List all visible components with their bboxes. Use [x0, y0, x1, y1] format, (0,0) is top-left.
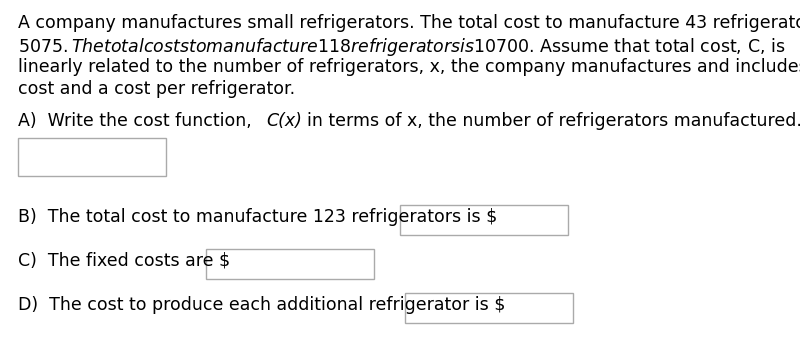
Text: $5075.  The total costs to manufacture 118 refrigerators is $10700. Assume that : $5075. The total costs to manufacture 11… [18, 36, 786, 58]
Text: A company manufactures small refrigerators. The total cost to manufacture 43 ref: A company manufactures small refrigerato… [18, 14, 800, 32]
Text: B)  The total cost to manufacture 123 refrigerators is $: B) The total cost to manufacture 123 ref… [18, 208, 498, 226]
Text: cost and a cost per refrigerator.: cost and a cost per refrigerator. [18, 80, 295, 98]
Text: C(x): C(x) [266, 112, 302, 130]
Text: C)  The fixed costs are $: C) The fixed costs are $ [18, 252, 230, 270]
Bar [18, 138, 166, 176]
Text: in terms of x, the number of refrigerators manufactured.: in terms of x, the number of refrigerato… [296, 112, 800, 130]
Bar [206, 249, 374, 279]
Text: D)  The cost to produce each additional refrigerator is $: D) The cost to produce each additional r… [18, 296, 506, 314]
Text: A)  Write the cost function,: A) Write the cost function, [18, 112, 258, 130]
Text: linearly related to the number of refrigerators, x, the company manufactures and: linearly related to the number of refrig… [18, 58, 800, 76]
Bar [400, 205, 568, 235]
Bar [405, 293, 573, 323]
